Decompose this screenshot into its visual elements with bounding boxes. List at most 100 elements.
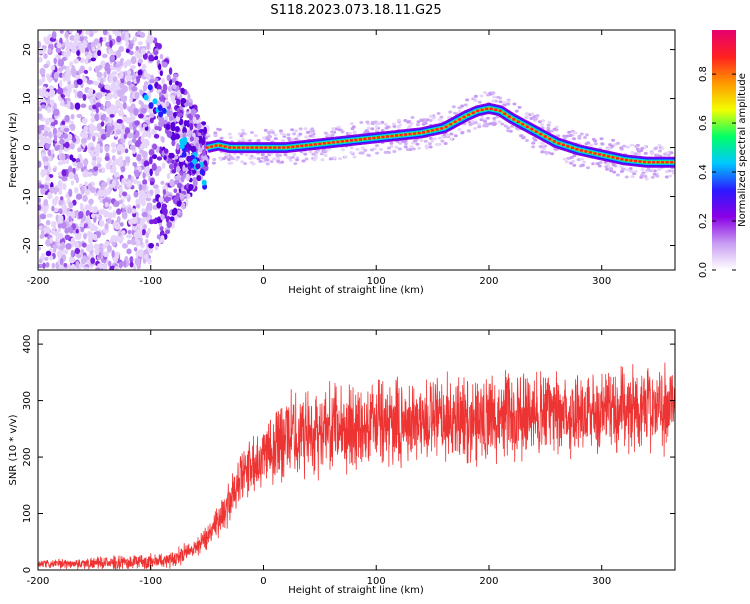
- spectrogram-halo-mark: [293, 162, 298, 166]
- spectrogram-transition-mark: [147, 84, 153, 91]
- spectrogram-noise-mark: [57, 228, 61, 233]
- spectrogram-noise-mark: [135, 46, 140, 51]
- spectrogram-halo-mark: [313, 156, 318, 160]
- spectrogram-halo-mark: [253, 134, 258, 138]
- spectrogram-noise-mark: [149, 117, 154, 124]
- spectrogram-noise-mark: [161, 88, 167, 94]
- spectrogram-noise-mark: [75, 228, 79, 234]
- spectrogram-marks: [38, 30, 675, 270]
- spectrogram-halo-mark: [535, 114, 540, 118]
- spectrogram-noise-mark: [143, 253, 149, 260]
- spectrogram-noise-mark: [57, 249, 64, 256]
- spectrogram-noise-mark: [83, 266, 90, 270]
- spectrogram-noise-mark: [70, 113, 75, 120]
- spectrogram-ridge-peak: [259, 146, 263, 149]
- spectrogram-noise-mark: [103, 190, 108, 198]
- spectrogram-noise-mark: [89, 123, 94, 128]
- spectrogram-noise-mark: [91, 159, 97, 167]
- spectrogram-halo-mark: [604, 165, 609, 169]
- spectrogram-ridge-peak: [656, 161, 660, 164]
- spectrogram-noise-mark: [68, 215, 72, 223]
- spectrogram-ridge-peak: [503, 112, 507, 115]
- spectrogram-halo-mark: [224, 153, 229, 157]
- spectrogram-noise-mark: [146, 73, 152, 81]
- spectrogram-halo-mark: [286, 133, 291, 137]
- spectrogram-halo-mark: [576, 158, 581, 162]
- spectrogram-halo-mark: [655, 174, 660, 178]
- spectrogram-noise-mark: [38, 101, 42, 107]
- spectrogram-noise-mark: [67, 84, 72, 90]
- spectrogram-halo-mark: [241, 128, 246, 132]
- spectrogram-halo-mark: [374, 144, 379, 148]
- spectrogram-noise-mark: [99, 197, 104, 204]
- spectrogram-halo-mark: [326, 133, 331, 137]
- spectrogram-noise-mark: [123, 133, 127, 140]
- spectrogram-noise-mark: [85, 54, 90, 60]
- spectrogram-halo-mark: [606, 147, 611, 151]
- spectrogram-noise-mark: [87, 203, 93, 212]
- spectrogram-noise-mark: [43, 207, 47, 215]
- spectrogram-noise-mark: [74, 247, 81, 255]
- spectrogram-halo-mark: [646, 167, 651, 171]
- spectrogram-noise-mark: [187, 102, 193, 107]
- spectrogram-noise-mark: [131, 208, 137, 214]
- spectrogram-ridge-peak: [228, 146, 232, 149]
- spectrogram-noise-mark: [111, 148, 117, 154]
- spectrogram-ridge-peak: [417, 131, 421, 135]
- spectrogram-noise-mark: [95, 107, 99, 114]
- spectrogram-noise-mark: [85, 210, 91, 217]
- spectrogram-noise-mark: [176, 107, 181, 113]
- spectrogram-ridge-peak: [602, 154, 606, 157]
- spectrogram-noise-mark: [53, 207, 59, 213]
- snr-x-tick-label: -200: [27, 576, 50, 587]
- snr-x-axis-label: Height of straight line (km): [288, 585, 424, 596]
- spectrogram-halo-mark: [629, 170, 634, 174]
- spectrogram-halo-mark: [529, 117, 534, 121]
- spectrogram-noise-mark: [149, 79, 155, 84]
- spectrogram-noise-mark: [90, 257, 96, 264]
- spectrogram-noise-mark: [101, 263, 108, 270]
- spectrogram-halo-mark: [518, 134, 523, 138]
- spectrogram-halo-mark: [410, 116, 415, 120]
- spectrogram-ridge-peak: [250, 146, 254, 149]
- spectrogram-halo-mark: [546, 129, 551, 133]
- spectrogram-halo-mark: [570, 129, 575, 133]
- spectrogram-halo-mark: [264, 155, 269, 159]
- spectrogram-ridge-peak: [435, 128, 439, 131]
- spectrogram-noise-mark: [148, 242, 154, 249]
- spectrogram-noise-mark: [142, 150, 148, 159]
- spectrogram-halo-mark: [229, 161, 234, 165]
- spectrogram-noise-mark: [161, 78, 165, 85]
- spectrogram-noise-mark: [48, 156, 52, 162]
- spectrogram-halo-mark: [288, 158, 293, 162]
- spectrogram-noise-mark: [175, 80, 180, 86]
- spectrogram-ridge-peak: [458, 118, 462, 121]
- spectrogram-halo-mark: [473, 121, 478, 125]
- spectrogram-halo-mark: [343, 155, 348, 159]
- spectrogram-noise-mark: [139, 32, 146, 39]
- spectrogram-ridge-peak: [282, 146, 286, 149]
- spectrogram-ridge-peak: [295, 145, 299, 148]
- spectrogram-ridge-peak: [453, 120, 457, 124]
- spectrogram-ridge-peak: [363, 137, 367, 141]
- spectrogram-noise-mark: [132, 264, 137, 270]
- spectrogram-noise-mark: [82, 77, 88, 83]
- spectrogram-halo-mark: [477, 123, 482, 127]
- spectrogram-ridge-peak: [340, 140, 344, 143]
- spectrogram-halo-mark: [366, 126, 371, 130]
- spectrogram-halo-mark: [415, 142, 420, 146]
- spectrogram-ridge-peak: [304, 144, 308, 147]
- spectrogram-halo-mark: [664, 175, 669, 179]
- spectrogram-ridge-peak: [349, 139, 353, 142]
- spectrogram-noise-mark: [126, 180, 133, 188]
- spectrogram-noise-mark: [87, 236, 93, 244]
- spectrogram-noise-mark: [58, 208, 63, 214]
- spectrogram-noise-mark: [100, 77, 104, 85]
- spectrogram-noise-mark: [126, 239, 132, 245]
- spectrogram-noise-mark: [75, 235, 82, 240]
- spectrogram-halo-mark: [240, 160, 245, 164]
- spectrogram-halo-mark: [533, 138, 538, 142]
- spectrogram-halo-mark: [372, 120, 377, 124]
- spectrogram-noise-mark: [112, 210, 117, 218]
